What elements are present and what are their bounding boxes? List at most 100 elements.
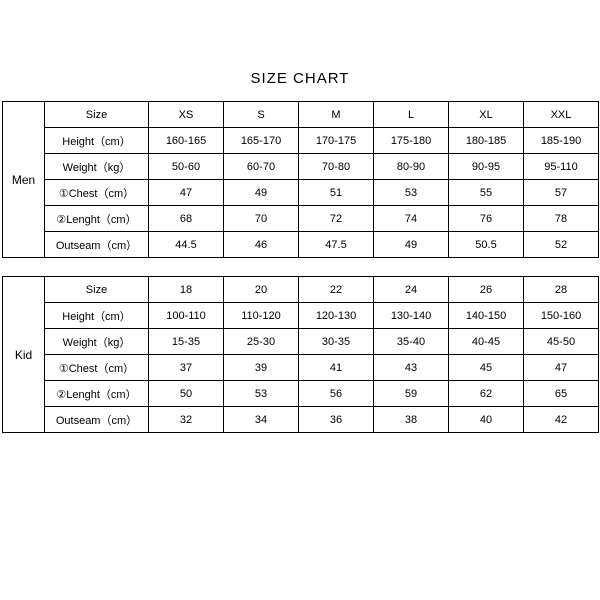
value-cell: 59 bbox=[374, 381, 449, 407]
value-cell: 44.5 bbox=[149, 232, 224, 258]
row-label: Height（cm） bbox=[45, 303, 149, 329]
value-cell: 95-110 bbox=[524, 154, 599, 180]
group-label: Men bbox=[3, 102, 45, 258]
row-label: Weight（kg） bbox=[45, 329, 149, 355]
value-cell: 165-170 bbox=[224, 128, 299, 154]
value-cell: 36 bbox=[299, 407, 374, 433]
table-row: Outseam（cm）44.54647.54950.552 bbox=[3, 232, 599, 258]
value-cell: 53 bbox=[224, 381, 299, 407]
row-label: ②Lenght（cm） bbox=[45, 381, 149, 407]
table-row: KidSize182022242628 bbox=[3, 277, 599, 303]
value-cell: 35-40 bbox=[374, 329, 449, 355]
value-cell: 39 bbox=[224, 355, 299, 381]
table-row: MenSizeXSSMLXLXXL bbox=[3, 102, 599, 128]
table-row: Weight（kg）50-6060-7070-8080-9090-9595-11… bbox=[3, 154, 599, 180]
value-cell: 49 bbox=[224, 180, 299, 206]
value-cell: 18 bbox=[149, 277, 224, 303]
value-cell: XS bbox=[149, 102, 224, 128]
row-label: ①Chest（cm） bbox=[45, 355, 149, 381]
value-cell: 34 bbox=[224, 407, 299, 433]
value-cell: 30-35 bbox=[299, 329, 374, 355]
value-cell: 45 bbox=[449, 355, 524, 381]
table-row: Height（cm）100-110110-120120-130130-14014… bbox=[3, 303, 599, 329]
value-cell: XXL bbox=[524, 102, 599, 128]
value-cell: XL bbox=[449, 102, 524, 128]
value-cell: 72 bbox=[299, 206, 374, 232]
value-cell: 120-130 bbox=[299, 303, 374, 329]
row-label: Size bbox=[45, 102, 149, 128]
value-cell: 38 bbox=[374, 407, 449, 433]
table-row: ①Chest（cm）474951535557 bbox=[3, 180, 599, 206]
value-cell: 70-80 bbox=[299, 154, 374, 180]
value-cell: 55 bbox=[449, 180, 524, 206]
value-cell: 45-50 bbox=[524, 329, 599, 355]
value-cell: 175-180 bbox=[374, 128, 449, 154]
table-row: ②Lenght（cm）687072747678 bbox=[3, 206, 599, 232]
value-cell: 110-120 bbox=[224, 303, 299, 329]
value-cell: 170-175 bbox=[299, 128, 374, 154]
value-cell: 24 bbox=[374, 277, 449, 303]
value-cell: 78 bbox=[524, 206, 599, 232]
value-cell: 40-45 bbox=[449, 329, 524, 355]
value-cell: 43 bbox=[374, 355, 449, 381]
value-cell: 41 bbox=[299, 355, 374, 381]
value-cell: 50 bbox=[149, 381, 224, 407]
value-cell: 15-35 bbox=[149, 329, 224, 355]
size-chart: MenSizeXSSMLXLXXLHeight（cm）160-165165-17… bbox=[2, 101, 598, 433]
table-row: Height（cm）160-165165-170170-175175-18018… bbox=[3, 128, 599, 154]
row-label: Weight（kg） bbox=[45, 154, 149, 180]
value-cell: 150-160 bbox=[524, 303, 599, 329]
value-cell: 62 bbox=[449, 381, 524, 407]
value-cell: 90-95 bbox=[449, 154, 524, 180]
size-table-men: MenSizeXSSMLXLXXLHeight（cm）160-165165-17… bbox=[2, 101, 599, 258]
table-row: Outseam（cm）323436384042 bbox=[3, 407, 599, 433]
value-cell: 56 bbox=[299, 381, 374, 407]
value-cell: 180-185 bbox=[449, 128, 524, 154]
value-cell: 50.5 bbox=[449, 232, 524, 258]
value-cell: 51 bbox=[299, 180, 374, 206]
value-cell: 53 bbox=[374, 180, 449, 206]
value-cell: 26 bbox=[449, 277, 524, 303]
value-cell: 37 bbox=[149, 355, 224, 381]
value-cell: 76 bbox=[449, 206, 524, 232]
value-cell: 32 bbox=[149, 407, 224, 433]
value-cell: 74 bbox=[374, 206, 449, 232]
value-cell: M bbox=[299, 102, 374, 128]
value-cell: 140-150 bbox=[449, 303, 524, 329]
table-row: ①Chest（cm）373941434547 bbox=[3, 355, 599, 381]
value-cell: S bbox=[224, 102, 299, 128]
value-cell: 65 bbox=[524, 381, 599, 407]
value-cell: 185-190 bbox=[524, 128, 599, 154]
group-label: Kid bbox=[3, 277, 45, 433]
value-cell: 47.5 bbox=[299, 232, 374, 258]
value-cell: 130-140 bbox=[374, 303, 449, 329]
value-cell: 49 bbox=[374, 232, 449, 258]
value-cell: 47 bbox=[149, 180, 224, 206]
value-cell: L bbox=[374, 102, 449, 128]
value-cell: 57 bbox=[524, 180, 599, 206]
value-cell: 60-70 bbox=[224, 154, 299, 180]
row-label: Outseam（cm） bbox=[45, 407, 149, 433]
page: SIZE CHART MenSizeXSSMLXLXXLHeight（cm）16… bbox=[0, 0, 600, 600]
row-label: Outseam（cm） bbox=[45, 232, 149, 258]
size-table-kid: KidSize182022242628Height（cm）100-110110-… bbox=[2, 276, 599, 433]
row-label: ②Lenght（cm） bbox=[45, 206, 149, 232]
value-cell: 52 bbox=[524, 232, 599, 258]
value-cell: 50-60 bbox=[149, 154, 224, 180]
table-row: Weight（kg）15-3525-3030-3535-4040-4545-50 bbox=[3, 329, 599, 355]
value-cell: 160-165 bbox=[149, 128, 224, 154]
value-cell: 100-110 bbox=[149, 303, 224, 329]
value-cell: 25-30 bbox=[224, 329, 299, 355]
value-cell: 22 bbox=[299, 277, 374, 303]
row-label: Height（cm） bbox=[45, 128, 149, 154]
value-cell: 42 bbox=[524, 407, 599, 433]
value-cell: 70 bbox=[224, 206, 299, 232]
row-label: Size bbox=[45, 277, 149, 303]
value-cell: 46 bbox=[224, 232, 299, 258]
page-title: SIZE CHART bbox=[251, 70, 350, 87]
value-cell: 20 bbox=[224, 277, 299, 303]
value-cell: 47 bbox=[524, 355, 599, 381]
value-cell: 28 bbox=[524, 277, 599, 303]
value-cell: 80-90 bbox=[374, 154, 449, 180]
value-cell: 68 bbox=[149, 206, 224, 232]
